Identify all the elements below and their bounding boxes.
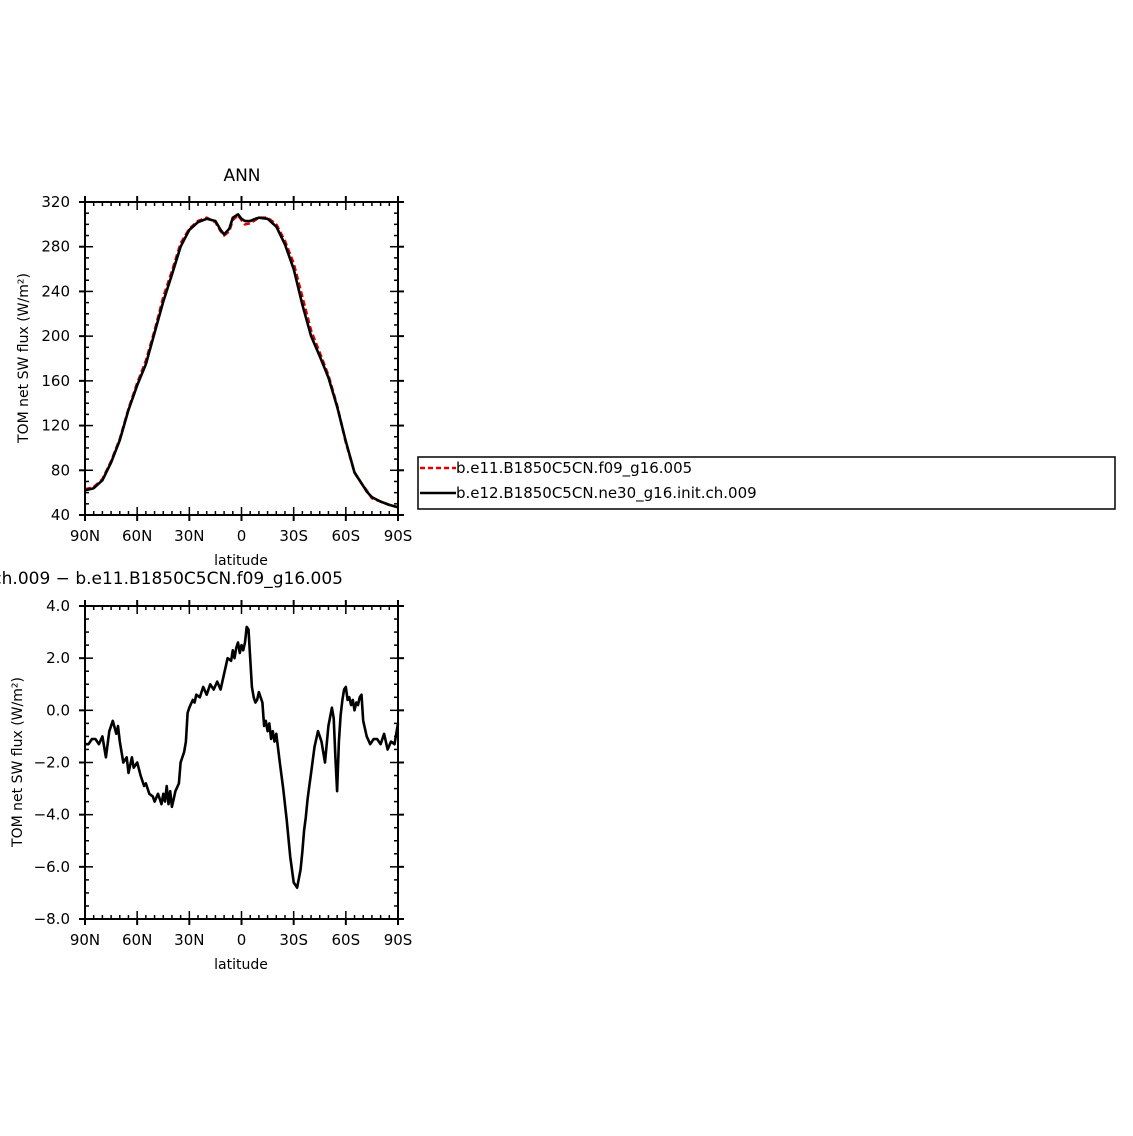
legend-entry-1: b.e11.B1850C5CN.f09_g16.005 (456, 459, 692, 478)
bottom-panel-ylabel: TOM net SW flux (W/m²) (10, 677, 26, 848)
series-line-2 (84, 213, 399, 509)
x-tick-label: 90S (384, 931, 413, 949)
y-tick-label: −4.0 (34, 806, 70, 824)
x-tick-label: 60S (332, 931, 361, 949)
x-tick-label: 0 (237, 931, 247, 949)
y-tick-label: −2.0 (34, 754, 70, 772)
y-tick-label: 280 (41, 238, 70, 256)
bottom-panel-plot: 90N 60N 30N 0 30S 60S 90S −8.0 −6.0 −4.0 −2.0 0.0 2.… (34, 597, 413, 949)
x-tick-label: 30N (174, 931, 204, 949)
x-tick-label: 30N (174, 527, 204, 545)
y-tick-label: −8.0 (34, 910, 70, 928)
y-tick-label: 240 (41, 282, 70, 300)
top-panel-xlabel: latitude (214, 553, 268, 569)
x-tick-label: 60S (332, 527, 361, 545)
y-tick-label: 320 (41, 193, 70, 211)
top-panel-title: ANN (223, 166, 260, 186)
x-tick-label: 0 (237, 527, 247, 545)
bottom-panel-xlabel: latitude (214, 957, 268, 973)
bottom-panel-title: b.e12.B1850C5CN.ne30_g16.init.ch.009 − b… (0, 569, 343, 589)
y-tick-label: 0.0 (46, 701, 70, 719)
y-tick-label: −6.0 (34, 858, 70, 876)
x-tick-label: 90S (384, 527, 413, 545)
y-tick-label: 40 (51, 506, 70, 524)
y-tick-label: 4.0 (46, 597, 70, 615)
top-panel-ylabel: TOM net SW flux (W/m²) (16, 273, 32, 444)
x-tick-label: 60N (122, 527, 152, 545)
x-tick-label: 30S (279, 931, 308, 949)
y-tick-label: 120 (41, 417, 70, 435)
plot-frame (84, 201, 399, 516)
x-tick-label: 90N (70, 527, 100, 545)
series-line-1 (85, 625, 400, 890)
y-tick-label: 2.0 (46, 649, 70, 667)
legend-entry-2: b.e12.B1850C5CN.ne30_g16.init.ch.009 (456, 484, 757, 503)
y-tick-label: 200 (41, 327, 70, 345)
x-tick-label: 30S (279, 527, 308, 545)
legend-box (417, 456, 1116, 510)
top-panel-plot: 90N 60N 30N 0 30S 60S 90S 40 80 120 160 200 240 280 32… (41, 193, 412, 545)
x-tick-label: 90N (70, 931, 100, 949)
y-tick-label: 160 (41, 372, 70, 390)
y-tick-label: 80 (51, 461, 70, 479)
x-tick-label: 60N (122, 931, 152, 949)
legend: b.e11.B1850C5CN.f09_g16.005 b.e12.B1850C… (417, 456, 1116, 510)
